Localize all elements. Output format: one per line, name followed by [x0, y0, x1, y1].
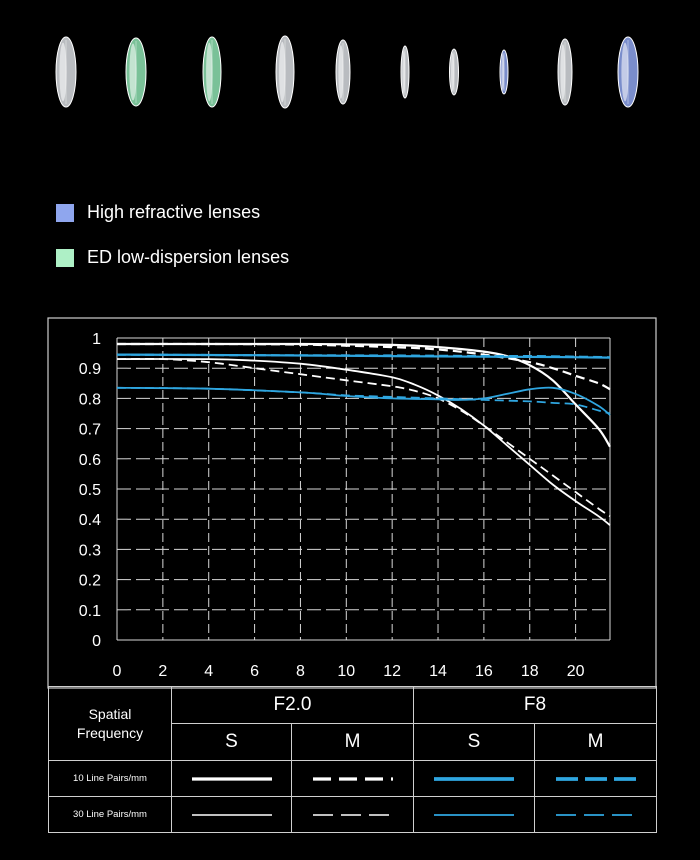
legend-item-ed-low-dispersion: ED low-dispersion lenses — [56, 247, 289, 268]
y-tick-label: 0.3 — [79, 542, 101, 559]
f8-sagittal-header: S — [413, 723, 535, 761]
line-sample — [312, 813, 393, 816]
sample-f8-m-30 — [534, 796, 657, 833]
x-tick-label: 10 — [337, 663, 355, 680]
aperture-f8-header: F8 — [413, 686, 657, 724]
x-axis-ticks: 0 2 4 6 8 10 12 14 16 18 20 — [113, 663, 585, 680]
x-tick-label: 0 — [113, 663, 122, 680]
row-label-10-lp: 10 Line Pairs/mm — [48, 760, 172, 797]
sample-f8-s-30 — [413, 796, 535, 833]
y-tick-label: 0.8 — [79, 391, 101, 408]
lens-element-high — [499, 49, 509, 95]
legend-swatch-green — [56, 248, 74, 267]
x-tick-label: 2 — [158, 663, 167, 680]
lens-element-high — [617, 36, 639, 108]
x-tick-label: 6 — [250, 663, 259, 680]
y-tick-label: 1 — [92, 331, 101, 348]
y-tick-label: 0.1 — [79, 603, 101, 620]
series-line-F8-M-30lp — [116, 386, 611, 415]
mtf-chart: 0 0.1 0.2 0.3 0.4 0.5 0.6 0.7 0.8 0.9 1 0 2 4 6 8 10 12 1… — [47, 317, 657, 689]
f8-meridional-header: M — [534, 723, 657, 761]
series-line-F20-M-30lp — [116, 357, 611, 517]
y-tick-label: 0.2 — [79, 573, 101, 590]
line-sample — [191, 813, 272, 816]
chart-series — [116, 342, 611, 526]
series-line-F20-S-10lp — [116, 342, 611, 448]
chart-frame — [47, 317, 657, 689]
lens-element-clear — [400, 45, 410, 99]
x-tick-label: 8 — [296, 663, 305, 680]
sample-f20-m-30 — [291, 796, 414, 833]
legend-item-high-refractive: High refractive lenses — [56, 202, 260, 223]
f20-sagittal-header: S — [171, 723, 292, 761]
chart-grid — [116, 337, 611, 641]
y-tick-label: 0.9 — [79, 361, 101, 378]
line-sample — [555, 776, 636, 781]
lens-element-clear — [335, 39, 351, 105]
lens-element-clear — [557, 38, 573, 106]
frequency-label: Frequency — [76, 724, 144, 741]
legend-label-high-refractive: High refractive lenses — [87, 202, 261, 222]
spatial-frequency-header: Spatial Frequency — [48, 686, 172, 761]
sample-f20-m-10 — [291, 760, 414, 797]
x-tick-label: 4 — [204, 663, 213, 680]
lens-element-ed — [202, 36, 222, 108]
sample-f20-s-30 — [171, 796, 292, 833]
line-sample — [191, 776, 272, 781]
series-line-F8-M-10lp — [116, 353, 611, 359]
line-sample — [312, 776, 393, 781]
x-tick-label: 20 — [567, 663, 585, 680]
x-tick-label: 16 — [475, 663, 493, 680]
lens-element-clear — [275, 35, 295, 109]
lens-element-clear — [55, 36, 77, 108]
series-line-F20-M-10lp — [116, 342, 611, 391]
sample-f8-m-10 — [534, 760, 657, 797]
lens-elements-illustration — [55, 35, 639, 109]
sample-f8-s-10 — [413, 760, 535, 797]
legend-label-ed-low-dispersion: ED low-dispersion lenses — [87, 247, 290, 267]
series-line-F8-S-30lp — [116, 386, 611, 416]
legend-swatch-blue — [56, 203, 74, 222]
y-tick-label: 0.7 — [79, 422, 101, 439]
lens-element-clear — [449, 48, 459, 96]
y-tick-label: 0 — [92, 633, 101, 650]
f20-meridional-header: M — [291, 723, 414, 761]
mtf-legend-table: Spatial Frequency F2.0 F8 S M S M 10 Lin… — [48, 686, 657, 833]
row-label-30-lp: 30 Line Pairs/mm — [48, 796, 172, 833]
line-sample — [555, 813, 636, 816]
sample-f20-s-10 — [171, 760, 292, 797]
spatial-label: Spatial — [88, 705, 132, 722]
x-tick-label: 12 — [383, 663, 401, 680]
y-tick-label: 0.4 — [79, 512, 101, 529]
lens-element-ed — [125, 37, 147, 107]
y-tick-label: 0.5 — [79, 482, 101, 499]
series-line-F20-S-30lp — [116, 358, 611, 526]
x-tick-label: 18 — [521, 663, 539, 680]
line-sample — [434, 776, 514, 781]
y-axis-ticks: 0 0.1 0.2 0.3 0.4 0.5 0.6 0.7 0.8 0.9 1 — [79, 331, 101, 650]
y-tick-label: 0.6 — [79, 452, 101, 469]
line-sample — [434, 813, 514, 816]
aperture-f20-header: F2.0 — [171, 686, 414, 724]
x-tick-label: 14 — [429, 663, 447, 680]
